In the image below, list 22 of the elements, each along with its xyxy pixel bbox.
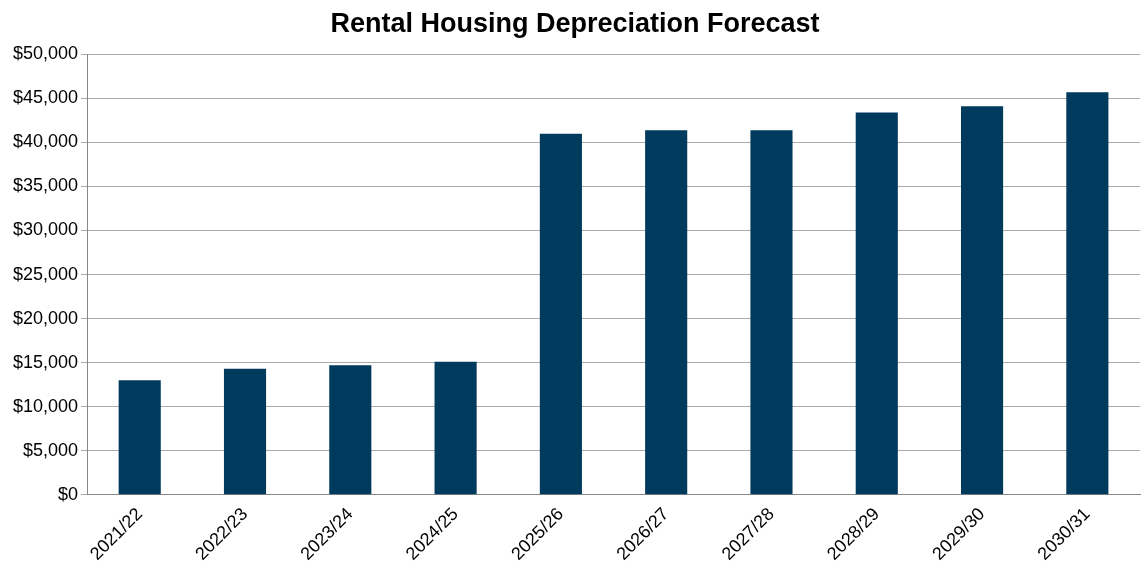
bar <box>434 361 477 495</box>
bar <box>118 380 161 495</box>
y-tick-label: $0 <box>58 483 79 504</box>
bar <box>855 112 898 495</box>
bar <box>645 130 688 495</box>
y-tick-label: $35,000 <box>12 175 79 196</box>
y-tick-label: $15,000 <box>12 351 79 372</box>
y-tick-label: $10,000 <box>12 395 79 416</box>
y-tick-label: $45,000 <box>12 87 79 108</box>
bar <box>750 130 793 495</box>
y-tick-label: $40,000 <box>12 131 79 152</box>
y-tick-label: $25,000 <box>12 263 79 284</box>
y-tick-label: $50,000 <box>12 43 79 64</box>
y-tick-label: $20,000 <box>12 307 79 328</box>
y-tick-label: $5,000 <box>23 439 79 460</box>
y-tick-label: $30,000 <box>12 219 79 240</box>
chart-title: Rental Housing Depreciation Forecast <box>330 7 820 38</box>
bar <box>1066 92 1109 495</box>
bar <box>329 365 372 495</box>
bar <box>961 106 1004 495</box>
bar <box>539 133 582 495</box>
bar <box>223 368 267 495</box>
